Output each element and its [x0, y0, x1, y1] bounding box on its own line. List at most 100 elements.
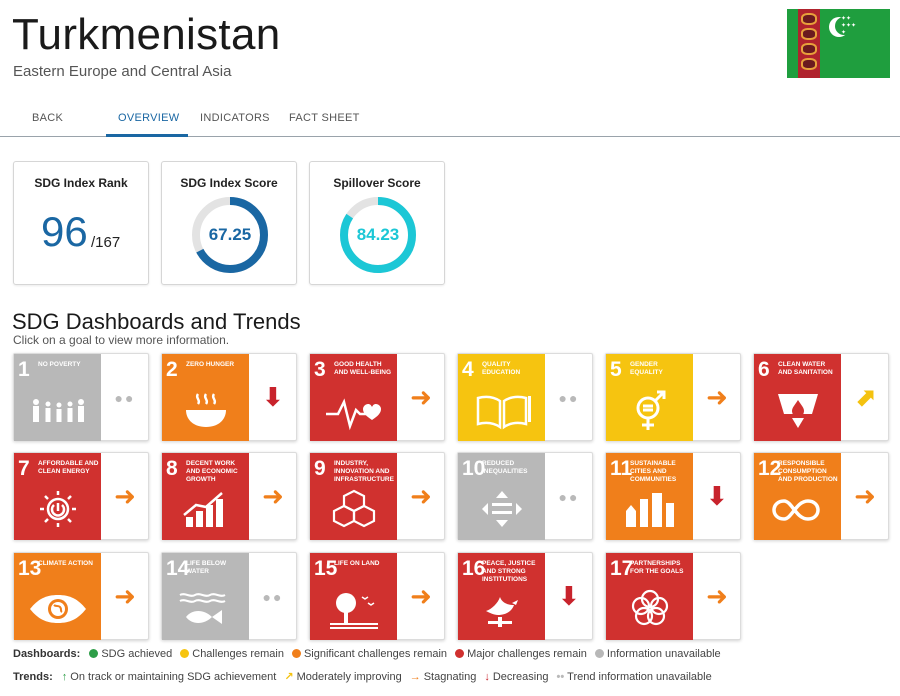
trend-legend-item: ↑ On track or maintaining SDG achievement — [62, 671, 277, 683]
spillover-score-card: Spillover Score 84.23 — [309, 161, 445, 285]
trend-legend-item: ↗ Moderately improving — [284, 671, 401, 683]
goal-card-13[interactable]: 13 CLIMATE ACTION ➜ — [13, 552, 149, 640]
goal-tile — [14, 354, 101, 441]
goal-name: CLIMATE ACTION — [38, 560, 93, 567]
sun-power-icon — [40, 491, 76, 527]
water-icon — [778, 394, 818, 428]
goal-name: LIFE BELOW WATER — [186, 560, 227, 575]
goal-number: 12 — [758, 457, 782, 480]
goal-card-9[interactable]: 9 INDUSTRY, INNOVATION AND INFRASTRUCTURE… — [309, 452, 445, 540]
goal-number: 16 — [462, 557, 486, 580]
dashboards-section-subtitle: Click on a goal to view more information… — [13, 333, 230, 347]
gender-icon — [636, 390, 666, 430]
trend-stagnating-icon: ➜ — [706, 581, 728, 611]
goal-tile — [606, 453, 693, 540]
goal-number: 15 — [314, 557, 338, 580]
goal-card-12[interactable]: 12 RESPONSIBLE CONSUMPTION AND PRODUCTION… — [753, 452, 889, 540]
tree-icon — [330, 593, 378, 629]
trends-legend-label: Trends: — [13, 671, 53, 683]
trend-unavailable-icon: ●● — [558, 389, 580, 406]
dashboard-legend-item: Significant challenges remain — [291, 648, 448, 660]
goal-card-11[interactable]: 11 SUSTAINABLE CITIES AND COMMUNITIES ⬇ — [605, 452, 741, 540]
trend-stagnating-icon: ➜ — [706, 382, 728, 412]
goal-number: 4 — [462, 358, 474, 381]
trend-legend-item: → Stagnating — [410, 671, 477, 683]
dashboard-legend-item: Challenges remain — [180, 648, 284, 660]
infinity-icon — [772, 499, 820, 521]
goal-card-4[interactable]: 4 QUALITY EDUCATION ●● — [457, 353, 593, 441]
goal-tile — [162, 453, 249, 540]
goal-card-10[interactable]: 10 REDUCED INEQUALITIES ●● — [457, 452, 593, 540]
sdg-score-card: SDG Index Score 67.25 — [161, 161, 297, 285]
legend-dot-icon — [180, 649, 190, 658]
trend-symbol-icon: ↓ — [484, 671, 490, 683]
dashboard-legend-item: Information unavailable — [594, 648, 721, 660]
goal-name: LIFE ON LAND — [334, 560, 380, 567]
legend-item-label: Challenges remain — [192, 648, 284, 660]
fish-icon — [179, 593, 226, 624]
legend-dot-icon — [291, 649, 301, 658]
rank-value: 96 — [41, 208, 88, 255]
legend-dot-icon — [89, 649, 99, 658]
rank-card-title: SDG Index Rank — [34, 176, 128, 190]
goal-card-6[interactable]: 6 CLEAN WATER AND SANITATION ⬈ — [753, 353, 889, 441]
trend-unavailable-icon: ●● — [262, 588, 284, 605]
goal-card-16[interactable]: 16 PEACE, JUSTICE AND STRONG INSTITUTIONS… — [457, 552, 593, 640]
city-icon — [626, 493, 674, 527]
goal-number: 11 — [610, 457, 633, 480]
trend-decreasing-icon: ⬇ — [706, 481, 728, 511]
equality-icon — [482, 491, 522, 527]
goal-number: 1 — [18, 358, 30, 381]
trend-legend-item: ↓ Decreasing — [484, 671, 548, 683]
active-tab-indicator — [106, 134, 188, 137]
trend-stagnating-icon: ➜ — [410, 382, 432, 412]
page-title: Turkmenistan — [12, 10, 281, 59]
legend-item-label: Major challenges remain — [467, 648, 587, 660]
goal-name: ZERO HUNGER — [186, 361, 235, 368]
goal-number: 9 — [314, 457, 326, 480]
trend-decreasing-icon: ⬇ — [558, 581, 580, 611]
goal-card-15[interactable]: 15 LIFE ON LAND ➜ — [309, 552, 445, 640]
trend-unavailable-icon: ●● — [558, 488, 580, 505]
goal-card-3[interactable]: 3 GOOD HEALTH AND WELL-BEING ➜ — [309, 353, 445, 441]
goal-name: RESPONSIBLE CONSUMPTION AND PRODUCTION — [778, 460, 838, 483]
country-flag-icon: ✦✦ ✦✦✦ ✦ — [787, 9, 890, 78]
goal-number: 17 — [610, 557, 634, 580]
goal-name: PEACE, JUSTICE AND STRONG INSTITUTIONS — [482, 560, 536, 583]
trend-stagnating-icon: ➜ — [262, 481, 284, 511]
goal-tile — [310, 453, 397, 540]
trends-legend: Trends: ↑ On track or maintaining SDG ach… — [13, 670, 720, 683]
tab-overview[interactable]: OVERVIEW — [118, 112, 180, 124]
trend-unavailable-icon: ●● — [114, 389, 136, 406]
trend-symbol-icon: ↗ — [284, 671, 294, 683]
legend-item-label: Moderately improving — [296, 671, 402, 683]
goal-name: NO POVERTY — [38, 361, 81, 368]
legend-item-label: Decreasing — [492, 671, 549, 683]
tab-fact-sheet[interactable]: FACT SHEET — [289, 112, 360, 124]
cubes-icon — [332, 489, 376, 528]
trend-stagnating-icon: ➜ — [114, 581, 136, 611]
legend-item-label: Trend information unavailable — [567, 671, 712, 683]
goal-card-8[interactable]: 8 DECENT WORK AND ECONOMIC GROWTH ➜ — [161, 452, 297, 540]
goal-card-5[interactable]: 5 GENDER EQUALITY ➜ — [605, 353, 741, 441]
goal-name: PARTNERSHIPS FOR THE GOALS — [630, 560, 684, 575]
score-card-title: SDG Index Score — [180, 176, 278, 190]
goal-card-2[interactable]: 2 ZERO HUNGER ⬇ — [161, 353, 297, 441]
trend-stagnating-icon: ➜ — [410, 481, 432, 511]
spillover-value: 84.23 — [356, 225, 400, 244]
dashboards-legend-label: Dashboards: — [13, 648, 81, 660]
goal-card-14[interactable]: 14 LIFE BELOW WATER ●● — [161, 552, 297, 640]
dashboards-section-title: SDG Dashboards and Trends — [12, 309, 301, 334]
goal-number: 2 — [166, 358, 178, 381]
goal-card-1[interactable]: 1 NO POVERTY ●● — [13, 353, 149, 441]
goal-number: 14 — [166, 557, 190, 580]
tab-back[interactable]: BACK — [32, 112, 64, 124]
legend-item-label: Significant challenges remain — [303, 648, 448, 660]
goal-card-17[interactable]: 17 PARTNERSHIPS FOR THE GOALS ➜ — [605, 552, 741, 640]
trend-stagnating-icon: ➜ — [410, 581, 432, 611]
goal-name: CLEAN WATER AND SANITATION — [778, 361, 833, 376]
rank-total: /167 — [91, 234, 121, 251]
goal-card-7[interactable]: 7 AFFORDABLE AND CLEAN ENERGY ➜ — [13, 452, 149, 540]
trend-legend-item: •• Trend information unavailable — [556, 671, 711, 683]
tab-indicators[interactable]: INDICATORS — [200, 112, 270, 124]
